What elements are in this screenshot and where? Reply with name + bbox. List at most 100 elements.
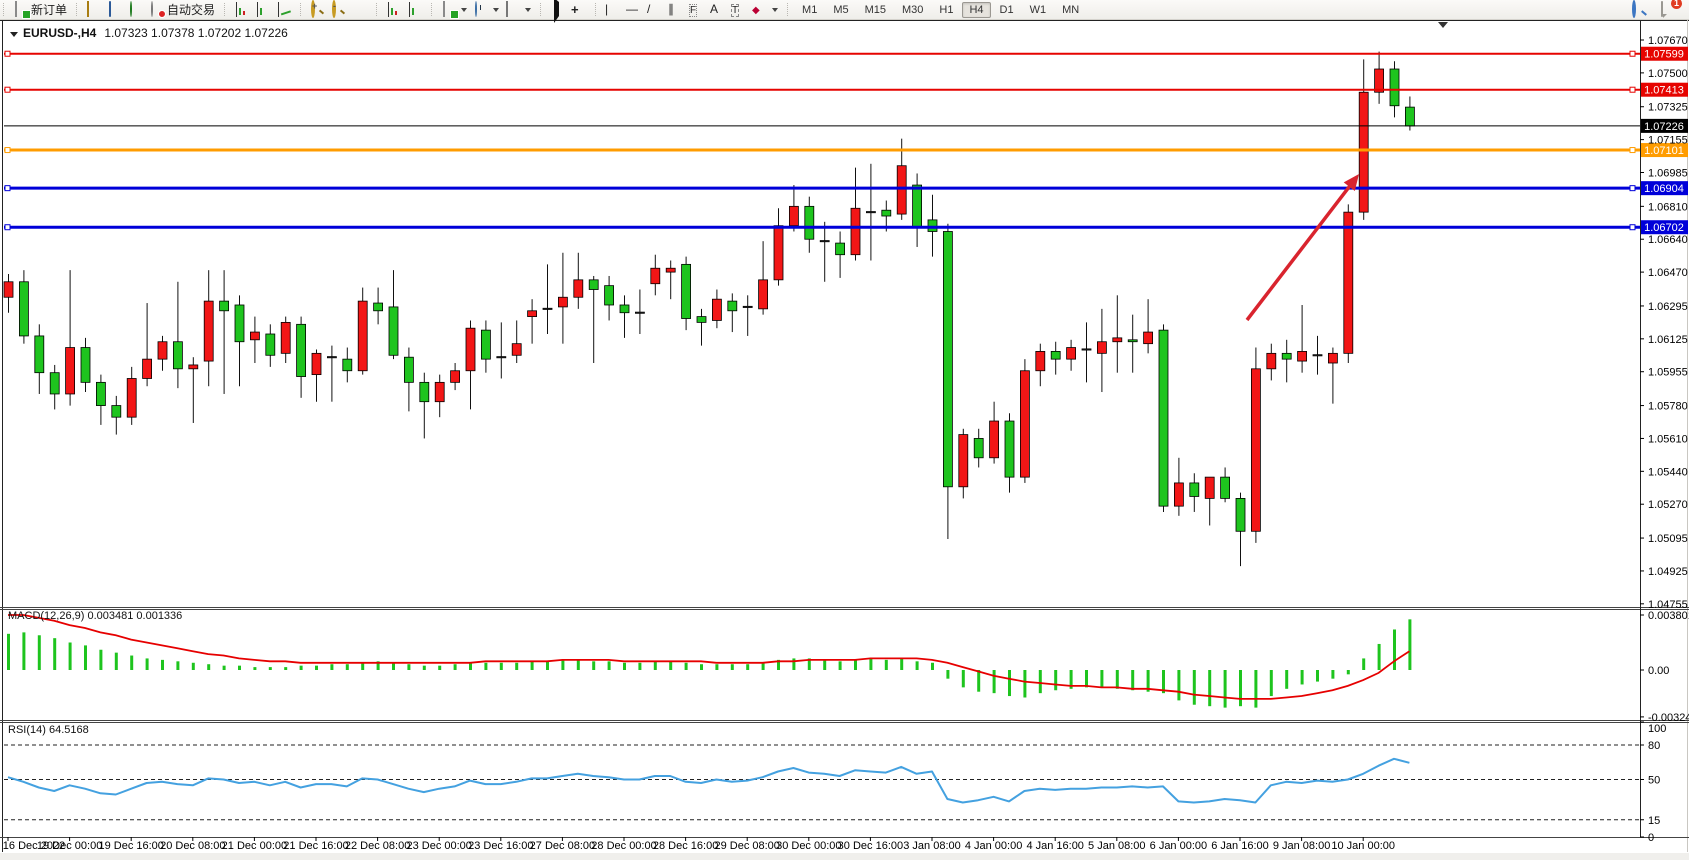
time-tick-label: 30 Dec 16:00 <box>838 840 903 852</box>
line-anchor[interactable] <box>4 50 11 57</box>
price-tick-label: 1.06295 <box>1648 301 1688 313</box>
linechart-mode-button[interactable] <box>273 1 294 18</box>
ohlc-values: 1.07323 1.07378 1.07202 1.07226 <box>104 26 288 40</box>
candle-body <box>1328 352 1338 364</box>
indicators-button[interactable] <box>383 1 404 18</box>
fibonacci-button[interactable]: F <box>686 1 707 18</box>
candle-body <box>912 184 922 229</box>
candlestick-mode-icon <box>255 2 270 17</box>
candle-body <box>835 242 845 256</box>
chart-window-button[interactable] <box>83 1 104 18</box>
line-anchor[interactable] <box>4 147 11 154</box>
template-button[interactable] <box>502 1 534 18</box>
candle-body <box>388 306 399 356</box>
candle-body <box>1143 331 1153 345</box>
channel-button[interactable]: ∥ <box>665 1 686 18</box>
candlestick-series <box>3 51 1415 567</box>
zoom-in-icon: + <box>310 0 325 18</box>
line-anchor[interactable] <box>1629 50 1636 57</box>
profile-button[interactable] <box>104 1 125 18</box>
price-tick-label: 1.05270 <box>1648 499 1688 511</box>
notifications-button[interactable]: 1 <box>1658 0 1682 18</box>
candle-body <box>588 279 599 290</box>
timeframe-m15[interactable]: M15 <box>864 3 886 16</box>
zoom-out-button[interactable]: - <box>328 0 349 18</box>
time-tick-label: 28 Dec 00:00 <box>591 840 656 852</box>
candle-body <box>1235 498 1246 532</box>
price-tick-label: 1.07325 <box>1648 102 1688 114</box>
cursor-button[interactable] <box>547 0 568 23</box>
timeframe-m30[interactable]: M30 <box>902 3 924 16</box>
candle-body <box>850 207 861 256</box>
candle-body <box>758 279 768 310</box>
trend-arrow-object[interactable] <box>1245 180 1355 322</box>
candle-body <box>1066 347 1076 360</box>
profiles-clock-button[interactable] <box>470 1 502 18</box>
template-icon <box>505 1 520 17</box>
price-tick-label: 1.06125 <box>1648 334 1688 346</box>
arrows-button[interactable]: ◆ <box>749 1 781 18</box>
time-tick-label: 9 Jan 08:00 <box>1273 840 1331 852</box>
horizontal-line-button[interactable]: — <box>623 1 644 18</box>
autotrading-button[interactable]: 自动交易 <box>146 0 218 19</box>
candle-body <box>311 352 322 376</box>
barchart-mode-icon <box>234 2 249 17</box>
candle-body <box>249 331 260 341</box>
new-order-button[interactable]: 新订单 <box>10 0 70 19</box>
tile-windows-button[interactable] <box>349 1 370 18</box>
line-anchor[interactable] <box>4 86 11 93</box>
window-menu-icon[interactable] <box>10 32 18 37</box>
price-tick-label: 1.06985 <box>1648 167 1688 179</box>
line-anchor[interactable] <box>1629 147 1636 154</box>
price-tick-label: 1.05440 <box>1648 466 1688 478</box>
new-chart-button[interactable] <box>438 1 470 18</box>
search-button[interactable] <box>1629 0 1650 18</box>
vertical-line-button[interactable]: | <box>602 1 623 18</box>
candle-body <box>157 341 168 360</box>
navigator-button[interactable] <box>125 1 146 18</box>
timeframe-m1[interactable]: M1 <box>802 3 818 16</box>
line-anchor[interactable] <box>4 224 11 231</box>
candle-body <box>1297 351 1307 362</box>
line-anchor[interactable] <box>4 185 11 192</box>
candle-body <box>419 381 430 403</box>
macd-signal-line <box>8 614 1410 700</box>
line-anchor[interactable] <box>1629 185 1636 192</box>
rsi-axis-label: 15 <box>1648 815 1660 827</box>
timeframe-mn[interactable]: MN <box>1062 3 1080 16</box>
text-label-button[interactable]: T <box>728 1 749 18</box>
barchart-mode-button[interactable] <box>231 1 252 18</box>
candle-body <box>1405 106 1415 127</box>
period-separators-button[interactable] <box>404 1 425 18</box>
candle-body <box>80 347 91 383</box>
candlestick-mode-button[interactable] <box>252 1 273 18</box>
timeframe-w1[interactable]: W1 <box>1029 3 1047 16</box>
trend-arrow-head[interactable] <box>1343 174 1359 191</box>
timeframe-d1[interactable]: D1 <box>999 3 1014 16</box>
price-tag-label: 1.06702 <box>1644 222 1684 234</box>
line-anchor[interactable] <box>1629 86 1636 93</box>
trendline-button[interactable]: / <box>644 1 665 18</box>
price-tag <box>1641 220 1688 235</box>
candle-body <box>265 333 276 356</box>
rsi-axis-label: 80 <box>1648 740 1660 752</box>
timeframe-m5[interactable]: M5 <box>833 3 849 16</box>
zoom-in-button[interactable]: + <box>307 0 328 18</box>
crosshair-button[interactable]: + <box>568 1 589 18</box>
price-tag-label: 1.06904 <box>1644 183 1684 195</box>
price-tick-label: 1.05610 <box>1648 433 1688 445</box>
candle-body <box>1220 476 1230 499</box>
price-tick-label: 1.06640 <box>1648 234 1688 246</box>
time-tick-label: 5 Jan 08:00 <box>1088 840 1146 852</box>
macd-axis-label: 0.00 <box>1648 665 1669 677</box>
text-button[interactable]: A <box>707 1 728 18</box>
price-tag <box>1641 82 1688 97</box>
candle-body <box>604 285 614 306</box>
line-anchor[interactable] <box>1629 224 1636 231</box>
timeframe-h4[interactable]: H4 <box>962 1 991 18</box>
timeframe-h1[interactable]: H1 <box>939 3 954 16</box>
candle-body <box>49 372 60 395</box>
chart-shift-marker[interactable] <box>1438 22 1448 28</box>
